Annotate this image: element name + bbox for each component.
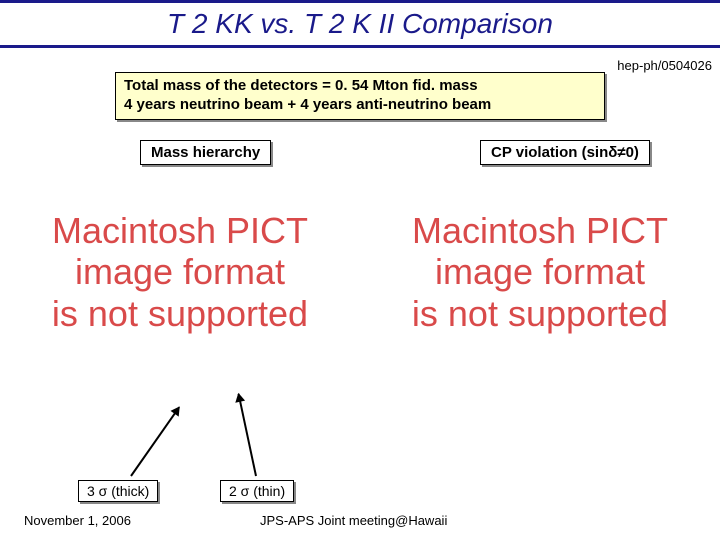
arrow-to-3sigma xyxy=(130,407,180,477)
footer-date: November 1, 2006 xyxy=(24,513,131,528)
info-line-2: 4 years neutrino beam + 4 years anti-neu… xyxy=(124,96,596,115)
parameters-box: Total mass of the detectors = 0. 54 Mton… xyxy=(115,72,605,120)
three-sigma-box: 3 σ (thick) xyxy=(78,480,158,502)
pict-placeholder-left: Macintosh PICTimage formatis not support… xyxy=(0,210,360,334)
arrow-to-2sigma xyxy=(238,394,257,477)
pict-placeholder-right: Macintosh PICTimage formatis not support… xyxy=(360,210,720,334)
title-bar: T 2 KK vs. T 2 K II Comparison xyxy=(0,0,720,48)
footer-meeting: JPS-APS Joint meeting@Hawaii xyxy=(260,513,447,528)
info-line-1: Total mass of the detectors = 0. 54 Mton… xyxy=(124,77,596,96)
two-sigma-box: 2 σ (thin) xyxy=(220,480,294,502)
mass-hierarchy-label: Mass hierarchy xyxy=(140,140,271,165)
slide-title: T 2 KK vs. T 2 K II Comparison xyxy=(167,8,553,40)
cp-violation-label: CP violation (sinδ≠0) xyxy=(480,140,650,165)
reference-citation: hep-ph/0504026 xyxy=(617,58,712,73)
